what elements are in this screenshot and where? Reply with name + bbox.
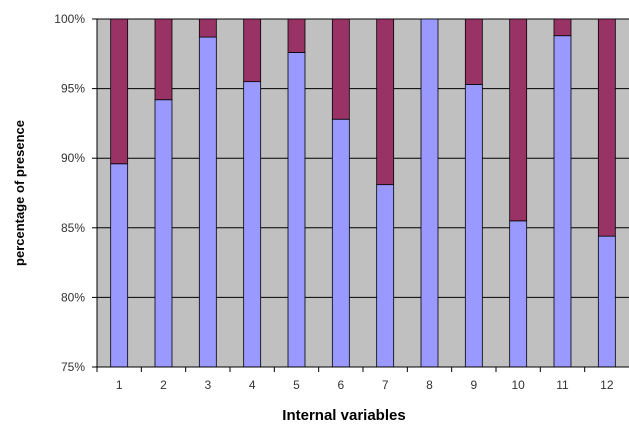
bar-segment-upper	[376, 18, 395, 186]
y-tick-label: 75%	[61, 360, 85, 374]
plot-area	[97, 19, 629, 367]
y-axis-title: percentage of presence	[12, 120, 27, 266]
gridlines	[92, 18, 629, 368]
bar-segment-lower	[198, 36, 217, 368]
y-tick-labels: 75% 80% 85% 90% 95% 100%	[54, 12, 85, 374]
bar-segment-lower	[464, 84, 483, 368]
axes	[96, 19, 629, 372]
bar-segment-lower	[376, 184, 395, 368]
x-tick-label: 5	[293, 378, 300, 392]
x-tick-label: 10	[511, 378, 525, 392]
x-tick-label: 6	[337, 378, 344, 392]
bar-segment-lower	[420, 18, 439, 368]
y-tick-label: 100%	[54, 12, 85, 26]
bar-segment-upper	[331, 18, 350, 120]
bar-segment-lower	[553, 35, 572, 368]
x-tick-label: 9	[470, 378, 477, 392]
x-tick-labels: 1 2 3 4 5 6 7 8 9 10 11 12	[116, 378, 614, 392]
x-tick-label: 11	[556, 378, 569, 392]
bar-segment-upper	[243, 18, 262, 83]
y-tick-label: 80%	[61, 290, 85, 304]
x-tick-label: 3	[204, 378, 211, 392]
bar-segment-lower	[154, 99, 173, 368]
bar-segment-lower	[243, 81, 262, 368]
bar-segment-lower	[287, 52, 306, 368]
x-tick-label: 12	[600, 378, 614, 392]
bar-segment-upper	[553, 18, 572, 37]
x-tick-label: 2	[160, 378, 167, 392]
x-tick-label: 1	[116, 378, 123, 392]
bar-segment-lower	[509, 220, 528, 368]
bar-segment-upper	[597, 18, 616, 237]
bar-segment-upper	[509, 18, 528, 222]
bar-segment-upper	[464, 18, 483, 85]
bar-segment-upper	[110, 18, 129, 165]
bar-segment-upper	[198, 18, 217, 38]
y-tick-label: 95%	[61, 82, 85, 96]
x-tick-label: 4	[249, 378, 256, 392]
x-tick-label: 8	[426, 378, 433, 392]
bars	[110, 18, 616, 368]
bar-segment-lower	[110, 163, 129, 368]
y-tick-label: 90%	[61, 151, 85, 165]
bar-segment-lower	[597, 235, 616, 368]
x-tick-label: 7	[382, 378, 389, 392]
bar-segment-upper	[154, 18, 173, 101]
x-axis-title: Internal variables	[282, 407, 405, 424]
bar-segment-lower	[331, 118, 350, 368]
y-tick-label: 85%	[61, 221, 85, 235]
bar-segment-upper	[287, 18, 306, 53]
